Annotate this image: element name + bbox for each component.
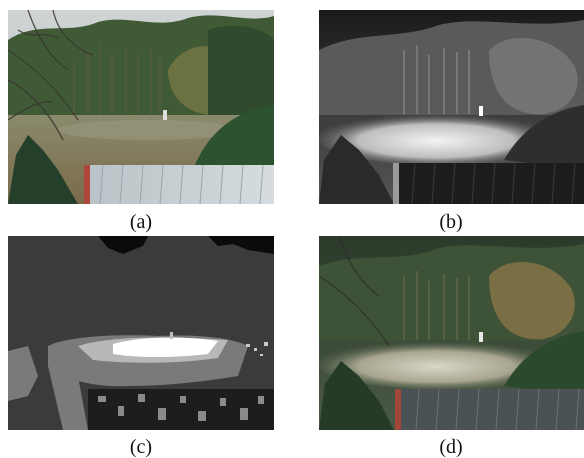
panel-b-image <box>319 10 584 204</box>
caption-c: (c) <box>129 436 153 458</box>
panel-d-image <box>319 236 584 430</box>
caption-d: (d) <box>439 436 463 458</box>
panel-a-image <box>8 10 274 204</box>
caption-a: (a) <box>129 211 153 233</box>
caption-b: (b) <box>439 211 463 233</box>
panel-c-image <box>8 236 274 430</box>
